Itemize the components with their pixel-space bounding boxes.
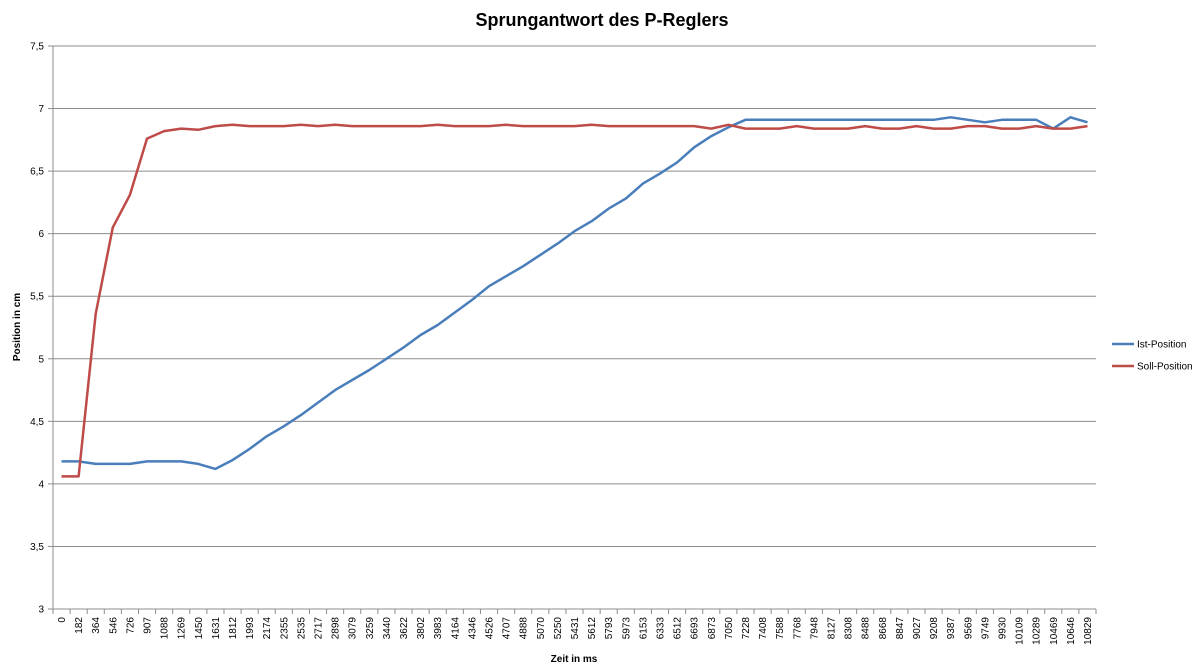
series-line xyxy=(61,123,1088,478)
x-tick-label: 6512 xyxy=(673,617,684,640)
x-tick-label: 9387 xyxy=(946,617,957,640)
x-tick-label: 6153 xyxy=(638,617,649,640)
x-tick-label: 5612 xyxy=(587,617,598,640)
series-line xyxy=(61,116,1088,471)
y-tick-label: 6,5 xyxy=(30,167,44,178)
x-tick-label: 6873 xyxy=(707,617,718,640)
y-tick-label: 3 xyxy=(38,605,44,616)
x-tick-label: 7408 xyxy=(758,617,769,640)
y-tick-label: 4 xyxy=(38,479,44,490)
x-tick-label: 2355 xyxy=(279,617,290,640)
x-tick-label: 4526 xyxy=(485,617,496,640)
x-tick-label: 2535 xyxy=(296,617,307,640)
y-axis-label: Position in cm xyxy=(12,293,23,361)
x-tick-label: 10469 xyxy=(1049,617,1060,645)
x-tick-label: 2174 xyxy=(262,617,273,640)
x-tick-label: 1631 xyxy=(211,617,222,640)
x-tick-label: 7588 xyxy=(775,617,786,640)
x-tick-label: 10289 xyxy=(1032,617,1043,645)
x-tick-label: 6693 xyxy=(690,617,701,640)
x-tick-label: 907 xyxy=(143,617,154,634)
x-tick-label: 8668 xyxy=(878,617,889,640)
x-tick-label: 10829 xyxy=(1083,617,1094,645)
grid xyxy=(52,45,1096,610)
x-tick-label: 3440 xyxy=(382,617,393,640)
x-tick-label: 8847 xyxy=(895,617,906,640)
series xyxy=(61,116,1088,478)
y-tick-label: 5,5 xyxy=(30,292,44,303)
y-tick-label: 5 xyxy=(38,354,44,365)
x-tick-label: 7228 xyxy=(741,617,752,640)
x-tick-label: 3079 xyxy=(348,617,359,640)
x-tick-label: 9930 xyxy=(997,617,1008,640)
x-tick-label: 5793 xyxy=(604,617,615,640)
x-tick-label: 10109 xyxy=(1015,617,1026,645)
x-axis-label: Zeit in ms xyxy=(551,654,598,665)
x-tick-label: 3802 xyxy=(416,617,427,640)
x-tick-label: 1088 xyxy=(160,617,171,640)
x-tick-label: 7768 xyxy=(792,617,803,640)
x-tick-label: 9027 xyxy=(912,617,923,640)
x-tick-label: 726 xyxy=(125,617,136,634)
y-tick-label: 3,5 xyxy=(30,542,44,553)
x-tick-label: 9749 xyxy=(980,617,991,640)
y-tick-label: 6 xyxy=(38,229,44,240)
x-tick-label: 9569 xyxy=(963,617,974,640)
x-tick-label: 4164 xyxy=(450,617,461,640)
x-tick-label: 8488 xyxy=(861,617,872,640)
y-axis-ticks: 3 3,5 4 4,5 5 5,5 6 6,5 7 7,5 xyxy=(30,42,53,616)
x-tick-label: 182 xyxy=(74,617,85,634)
x-tick-label: 1269 xyxy=(177,617,188,640)
x-tick-label: 8127 xyxy=(826,617,837,640)
x-tick-label: 0 xyxy=(57,617,68,623)
y-tick-label: 4,5 xyxy=(30,417,44,428)
x-tick-label: 10646 xyxy=(1066,617,1077,645)
x-tick-label: 7948 xyxy=(809,617,820,640)
x-tick-label: 5431 xyxy=(570,617,581,640)
x-axis-ticks: 0 182 364 546 726 907 1088 1269 1450 1631 1812 1993… xyxy=(52,609,1097,645)
x-tick-label: 1993 xyxy=(245,617,256,640)
x-tick-label: 364 xyxy=(91,617,102,634)
x-tick-label: 3622 xyxy=(399,617,410,640)
y-tick-label: 7 xyxy=(38,104,44,115)
x-tick-label: 6333 xyxy=(655,617,666,640)
x-tick-label: 4707 xyxy=(502,617,513,640)
x-tick-label: 8308 xyxy=(844,617,855,640)
x-tick-label: 5973 xyxy=(621,617,632,640)
x-tick-label: 3259 xyxy=(365,617,376,640)
y-tick-label: 7,5 xyxy=(30,42,44,53)
x-tick-label: 1450 xyxy=(194,617,205,640)
x-tick-label: 4888 xyxy=(519,617,530,640)
chart-title: Sprungantwort des P-Reglers xyxy=(475,10,728,30)
x-tick-label: 4346 xyxy=(467,617,478,640)
x-tick-label: 5070 xyxy=(536,617,547,640)
x-tick-label: 7050 xyxy=(724,617,735,640)
x-tick-label: 9208 xyxy=(929,617,940,640)
x-tick-label: 2717 xyxy=(314,617,325,640)
x-tick-label: 2898 xyxy=(331,617,342,640)
x-tick-label: 546 xyxy=(108,617,119,634)
x-tick-label: 5250 xyxy=(553,617,564,640)
legend-label: Ist-Position xyxy=(1137,340,1186,351)
x-tick-label: 3983 xyxy=(433,617,444,640)
legend-label: Soll-Position xyxy=(1137,362,1193,373)
legend: Ist-Position Soll-Position xyxy=(1112,340,1193,373)
x-tick-label: 1812 xyxy=(228,617,239,640)
